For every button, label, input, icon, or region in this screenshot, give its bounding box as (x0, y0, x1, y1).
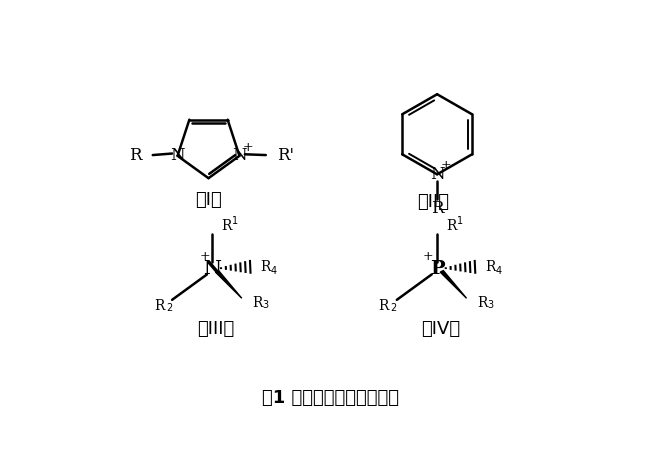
Text: R: R (130, 146, 142, 163)
Text: 4: 4 (270, 266, 277, 276)
Text: +: + (441, 159, 451, 171)
Text: R: R (379, 299, 389, 313)
Text: N: N (430, 166, 444, 183)
Text: 3: 3 (488, 300, 493, 310)
Text: 1: 1 (232, 216, 238, 226)
Text: N: N (203, 260, 221, 278)
Text: （IV）: （IV） (421, 320, 461, 338)
Text: 3: 3 (263, 300, 269, 310)
Text: N: N (232, 147, 247, 164)
Text: R: R (261, 260, 271, 274)
Text: +: + (199, 250, 210, 263)
Text: R: R (222, 219, 232, 233)
Text: R: R (477, 296, 488, 310)
Text: （I）: （I） (195, 191, 222, 209)
Polygon shape (441, 270, 466, 298)
Polygon shape (215, 270, 242, 298)
Text: P: P (430, 260, 444, 278)
Text: 2: 2 (391, 303, 397, 313)
Text: +: + (422, 250, 433, 263)
Text: R: R (253, 296, 263, 310)
Text: R: R (446, 219, 457, 233)
Text: 图1 常见离子液体的阳离子: 图1 常见离子液体的阳离子 (262, 389, 399, 406)
Text: （II）: （II） (417, 193, 450, 211)
Text: R: R (431, 200, 443, 217)
Text: R: R (485, 260, 495, 274)
Text: R': R' (277, 146, 293, 163)
Text: 2: 2 (166, 303, 172, 313)
Text: R: R (154, 299, 164, 313)
Text: +: + (243, 141, 253, 154)
Text: 1: 1 (457, 216, 462, 226)
Text: （III）: （III） (197, 320, 235, 338)
Text: N: N (170, 147, 185, 164)
Text: 4: 4 (495, 266, 501, 276)
